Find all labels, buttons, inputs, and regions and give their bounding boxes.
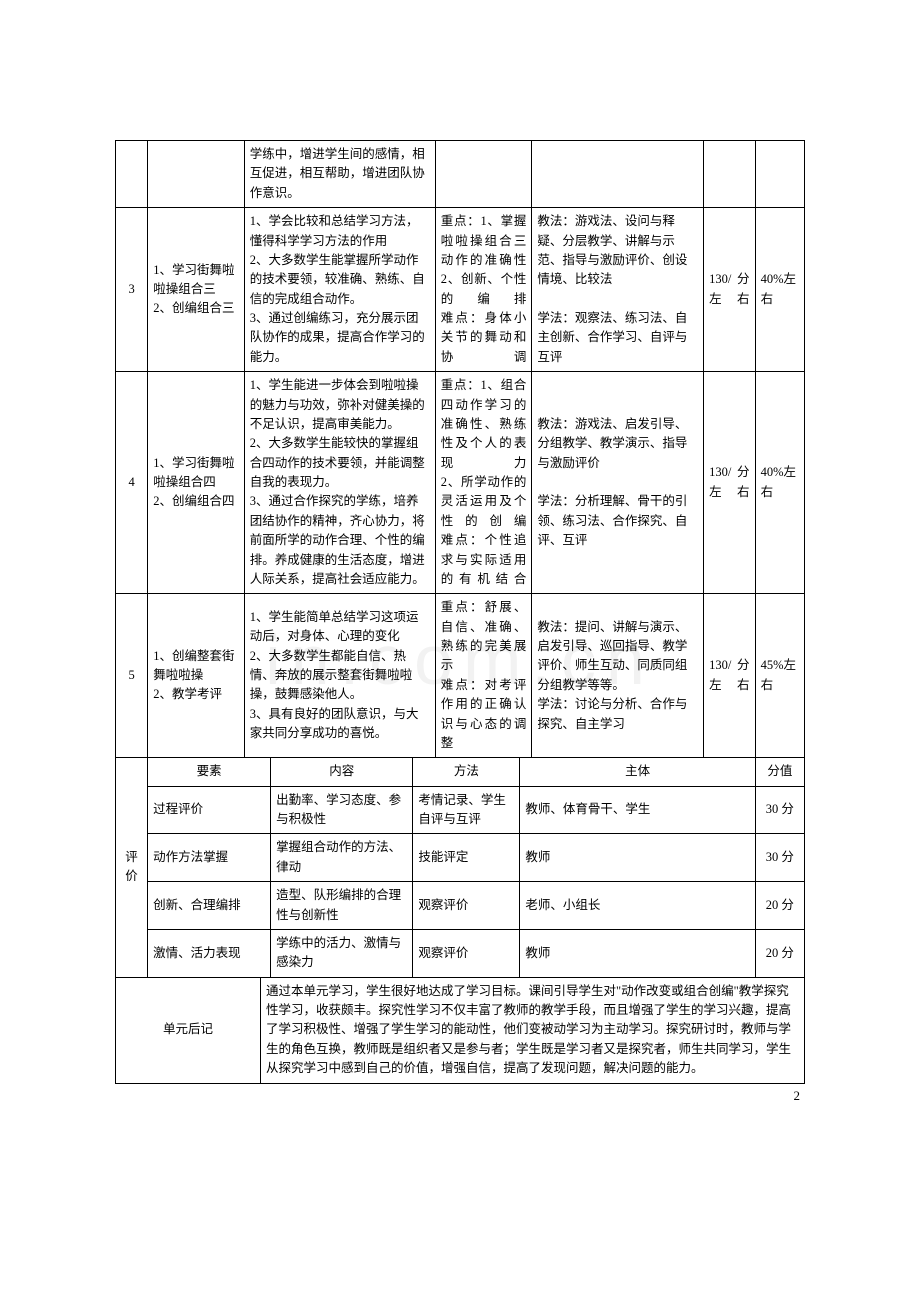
method-cell: 教法：游戏法、启发引导、分组教学、教学演示、指导与激励评价 学法：分析理解、骨干… [532, 372, 704, 594]
eval-element: 创新、合理编排 [148, 882, 271, 930]
focus-cell [435, 141, 532, 208]
table-row: 学练中，增进学生间的感情，相互促进，相互帮助，增进团队协作意识。 [116, 141, 805, 208]
eval-method: 技能评定 [413, 834, 520, 882]
objective-cell: 1、学会比较和总结学习方法，懂得科学学习方法的作用 2、大多数学生能掌握所学动作… [244, 208, 435, 372]
objective-cell: 学练中，增进学生间的感情，相互促进，相互帮助，增进团队协作意识。 [244, 141, 435, 208]
eval-content: 造型、队形编排的合理性与创新性 [271, 882, 413, 930]
eval-row: 动作方法掌握 掌握组合动作的方法、律动 技能评定 教师 30 分 [116, 834, 805, 882]
eval-table: 评价 要素 内容 方法 主体 分值 过程评价 出勤率、学习态度、参与积极性 考情… [115, 758, 805, 977]
eval-h-method: 方法 [413, 758, 520, 786]
focus-cell: 重点：1、掌握啦啦操组合三动作的准确性 2、创新、个性的编排 难点：身体小关节的… [435, 208, 532, 372]
objective-cell: 1、学生能简单总结学习这项运动后，对身体、心理的变化 2、大多数学生都能自信、热… [244, 594, 435, 758]
eval-subject: 老师、小组长 [520, 882, 755, 930]
eval-element: 激情、活力表现 [148, 929, 271, 977]
notes-row: 单元后记 通过本单元学习，学生很好地达成了学习目标。课间引导学生对"动作改变或组… [116, 978, 805, 1083]
idx-cell: 5 [116, 594, 148, 758]
eval-score: 20 分 [755, 929, 804, 977]
eval-label: 评价 [116, 758, 148, 977]
eval-score: 30 分 [755, 834, 804, 882]
eval-content: 掌握组合动作的方法、律动 [271, 834, 413, 882]
eval-h-element: 要素 [148, 758, 271, 786]
eval-row: 激情、活力表现 学练中的活力、激情与感染力 观察评价 教师 20 分 [116, 929, 805, 977]
density-cell [704, 141, 756, 208]
eval-subject: 教师 [520, 929, 755, 977]
eval-h-subject: 主体 [520, 758, 755, 786]
eval-subject: 教师 [520, 834, 755, 882]
intensity-cell: 40%左右 [755, 208, 804, 372]
focus-cell: 重点：1、组合四动作学习的准确性、熟练性及个人的表现力 2、所学动作的灵活运用及… [435, 372, 532, 594]
eval-row: 过程评价 出勤率、学习态度、参与积极性 考情记录、学生自评与互评 教师、体育骨干… [116, 786, 805, 834]
eval-header-row: 评价 要素 内容 方法 主体 分值 [116, 758, 805, 786]
intensity-cell [755, 141, 804, 208]
eval-subject: 教师、体育骨干、学生 [520, 786, 755, 834]
topic-cell: 1、学习街舞啦啦操组合三 2、创编组合三 [148, 208, 245, 372]
eval-element: 过程评价 [148, 786, 271, 834]
eval-content: 出勤率、学习态度、参与积极性 [271, 786, 413, 834]
method-cell: 教法：游戏法、设问与释疑、分层教学、讲解与示范、指导与激励评价、创设情境、比较法… [532, 208, 704, 372]
objective-cell: 1、学生能进一步体会到啦啦操的魅力与功效，弥补对健美操的不足认识，提高审美能力。… [244, 372, 435, 594]
eval-score: 30 分 [755, 786, 804, 834]
table-row: 5 1、创编整套街舞啦啦操 2、教学考评 1、学生能简单总结学习这项运动后，对身… [116, 594, 805, 758]
idx-cell [116, 141, 148, 208]
eval-method: 考情记录、学生自评与互评 [413, 786, 520, 834]
table-row: 3 1、学习街舞啦啦操组合三 2、创编组合三 1、学会比较和总结学习方法，懂得科… [116, 208, 805, 372]
topic-cell: 1、学习街舞啦啦操组合四 2、创编组合四 [148, 372, 245, 594]
notes-table: 单元后记 通过本单元学习，学生很好地达成了学习目标。课间引导学生对"动作改变或组… [115, 978, 805, 1084]
table-row: 4 1、学习街舞啦啦操组合四 2、创编组合四 1、学生能进一步体会到啦啦操的魅力… [116, 372, 805, 594]
density-cell: 130/分 左 右 [704, 208, 756, 372]
eval-method: 观察评价 [413, 882, 520, 930]
eval-h-score: 分值 [755, 758, 804, 786]
intensity-cell: 45%左右 [755, 594, 804, 758]
topic-cell [148, 141, 245, 208]
density-cell: 130/分 左 右 [704, 372, 756, 594]
page-number: 2 [794, 1088, 801, 1104]
density-cell: 130/分 左 右 [704, 594, 756, 758]
notes-label: 单元后记 [116, 978, 261, 1083]
intensity-cell: 40%左右 [755, 372, 804, 594]
notes-text: 通过本单元学习，学生很好地达成了学习目标。课间引导学生对"动作改变或组合创编"教… [261, 978, 805, 1083]
eval-method: 观察评价 [413, 929, 520, 977]
eval-h-content: 内容 [271, 758, 413, 786]
lesson-table: 学练中，增进学生间的感情，相互促进，相互帮助，增进团队协作意识。 3 1、学习街… [115, 140, 805, 758]
topic-cell: 1、创编整套街舞啦啦操 2、教学考评 [148, 594, 245, 758]
method-cell: 教法：提问、讲解与演示、启发引导、巡回指导、教学评价、师生互动、同质同组分组教学… [532, 594, 704, 758]
eval-score: 20 分 [755, 882, 804, 930]
method-cell [532, 141, 704, 208]
eval-content: 学练中的活力、激情与感染力 [271, 929, 413, 977]
idx-cell: 3 [116, 208, 148, 372]
idx-cell: 4 [116, 372, 148, 594]
eval-row: 创新、合理编排 造型、队形编排的合理性与创新性 观察评价 老师、小组长 20 分 [116, 882, 805, 930]
eval-element: 动作方法掌握 [148, 834, 271, 882]
focus-cell: 重点：舒展、自信、准确、熟练的完美展示 难点：对考评作用的正确认识与心态的调整 [435, 594, 532, 758]
